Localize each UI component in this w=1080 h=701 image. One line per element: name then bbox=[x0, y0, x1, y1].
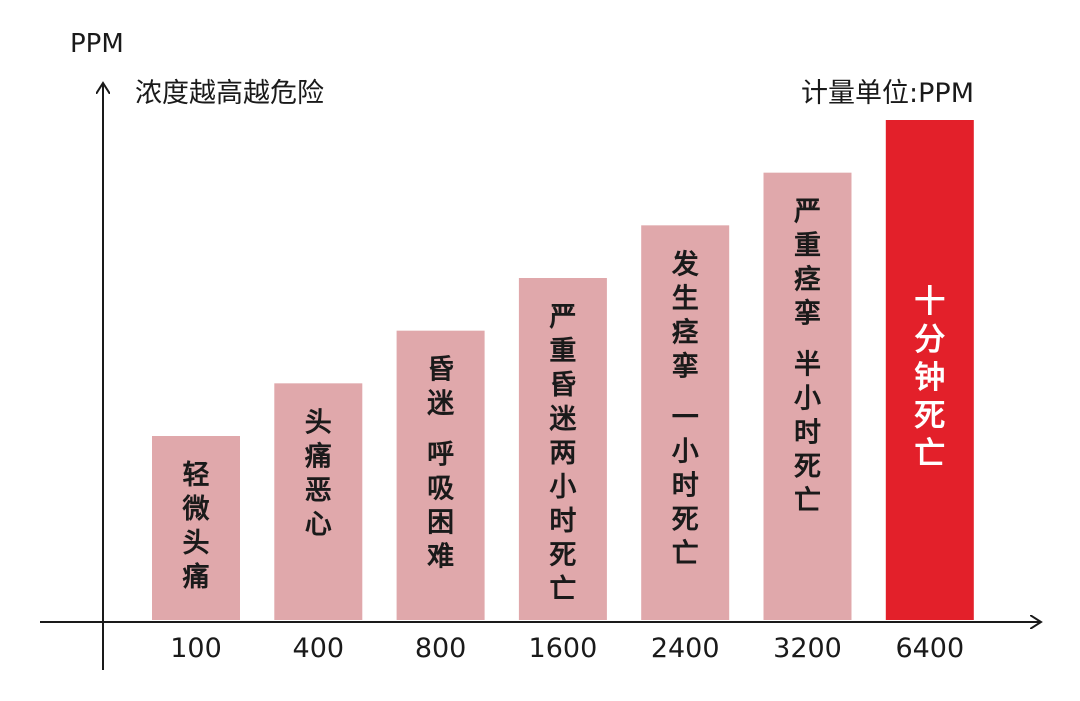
bar-label-6400: 十分钟死亡 bbox=[914, 284, 945, 472]
x-tick-100: 100 bbox=[170, 633, 222, 664]
x-tick-3200: 3200 bbox=[773, 633, 842, 664]
bar-label-800: 昏迷 呼吸困难 bbox=[426, 355, 455, 573]
bar-label-3200: 严重痉挛 半小时死亡 bbox=[794, 197, 821, 517]
x-tick-800: 800 bbox=[415, 633, 467, 664]
y-axis-unit-label: PPM bbox=[70, 29, 124, 59]
bar-2400 bbox=[641, 225, 730, 621]
x-tick-2400: 2400 bbox=[651, 633, 720, 664]
bar-100 bbox=[152, 436, 240, 620]
x-tick-6400: 6400 bbox=[895, 633, 964, 664]
bar-label-100: 轻微头痛 bbox=[182, 460, 210, 593]
bar-400 bbox=[274, 383, 363, 620]
x-tick-labels: 100 400 800 1600 2400 3200 6400 bbox=[170, 633, 964, 664]
bar-label-400: 头痛恶心 bbox=[305, 407, 332, 540]
x-tick-400: 400 bbox=[293, 633, 345, 664]
chart-subtitle: 浓度越高越危险 bbox=[135, 78, 324, 109]
bar-3200 bbox=[763, 172, 852, 620]
bar-label-2400: 发生痉挛 一小时死亡 bbox=[671, 248, 699, 569]
unit-note: 计量单位:PPM bbox=[801, 78, 974, 109]
bar-1600 bbox=[518, 278, 607, 620]
bar-800 bbox=[396, 330, 485, 620]
bar-6400 bbox=[885, 120, 974, 620]
x-tick-1600: 1600 bbox=[529, 633, 598, 664]
bars-group: 轻微头痛 头痛恶心 昏迷 呼吸困难 严重昏迷两小时死亡 发生痉挛 一小时死亡 严重痉挛 半… bbox=[152, 120, 974, 621]
bar-label-1600: 严重昏迷两小时死亡 bbox=[549, 302, 577, 605]
